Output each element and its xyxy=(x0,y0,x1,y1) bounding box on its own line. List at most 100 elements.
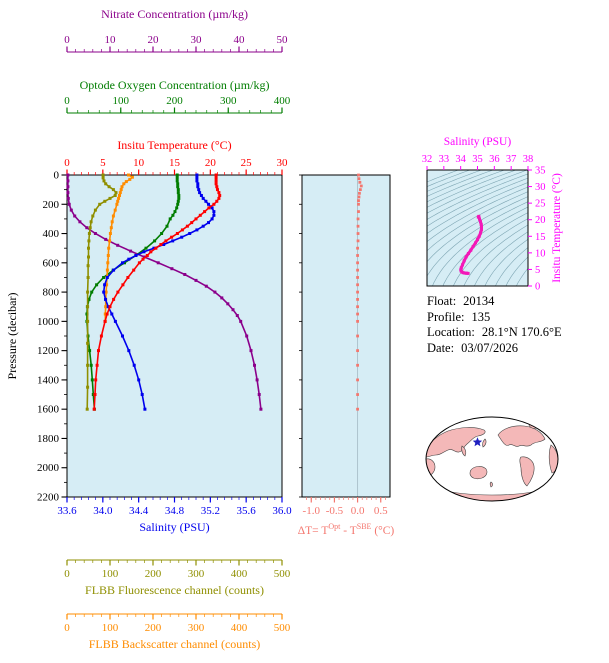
ts-salinity-tick-label: 36 xyxy=(489,154,500,165)
axis-nitrate-tick-label: 30 xyxy=(191,34,203,46)
ts-temperature-tick-label: 20 xyxy=(535,215,546,226)
location-line: Location: 28.1°N 170.6°E xyxy=(427,325,562,341)
delta-t-title-sup-sbe: SBE xyxy=(356,522,372,531)
axis-oxygen-tick-label: 400 xyxy=(274,95,291,107)
axis-backscatter: 0 100 200 300 400 500 FLBB Backscatter channel… xyxy=(64,613,291,651)
float-info-block: Float: 20134 Profile: 135 Location: 28.1°N … xyxy=(427,294,562,356)
ts-temperature-axis-title: Insitu Temperature (°C) xyxy=(551,173,563,283)
date-label: Date: xyxy=(427,340,455,355)
series-ts-curve xyxy=(459,214,483,275)
profile-series xyxy=(66,173,263,411)
axis-oxygen-tick-label: 0 xyxy=(64,95,70,107)
date-value: 03/07/2026 xyxy=(461,340,519,355)
pressure-tick-label: 1400 xyxy=(37,374,60,386)
profile-number-line: Profile: 135 xyxy=(427,310,562,326)
axis-temperature-tick-label: 25 xyxy=(241,157,253,169)
axis-fluorescence-tick-label: 300 xyxy=(188,568,205,580)
pressure-tick-label: 800 xyxy=(43,287,60,299)
pressure-tick-label: 1200 xyxy=(37,345,60,357)
ts-temperature-tick-label: 30 xyxy=(535,182,546,193)
delta-t-title-mid: - T xyxy=(340,524,357,537)
pressure-tick-label: 200 xyxy=(43,199,60,211)
ts-salinity-axis: 32 33 34 35 36 37 38 Salinity (PSU) xyxy=(422,136,534,170)
axis-fluorescence-tick-label: 400 xyxy=(231,568,248,580)
axis-fluorescence-tick-label: 200 xyxy=(145,568,162,580)
axis-fluorescence-tick-label: 0 xyxy=(64,568,70,580)
pressure-tick-label: 2000 xyxy=(37,462,60,474)
axis-backscatter-tick-label: 400 xyxy=(231,622,248,634)
axis-salinity-title: Salinity (PSU) xyxy=(139,520,209,534)
axis-backscatter-tick-label: 300 xyxy=(188,622,205,634)
world-map xyxy=(425,416,559,502)
delta-t-tick-label: 0.0 xyxy=(351,505,365,517)
ts-diagram-panel: 32 33 34 35 36 37 38 Salinity (PSU) 0 5 10 15 20 25 30… xyxy=(422,136,563,293)
axis-salinity: 33.6 34.0 34.4 34.8 35.2 35.6 36.0 Salinity (PS… xyxy=(57,497,292,534)
map-outline xyxy=(425,416,559,502)
axis-nitrate-tick-label: 50 xyxy=(277,34,289,46)
delta-t-x-axis: -1.0 -0.5 0.0 0.5 xyxy=(303,497,388,517)
axis-oxygen-tick-label: 100 xyxy=(113,95,130,107)
axis-fluorescence-title: FLBB Fluorescence channel (counts) xyxy=(85,583,264,597)
main-profile-panel: 0200400600800100012001400160018002000220… xyxy=(5,7,292,651)
delta-t-title-sup-opt: Opt xyxy=(328,522,341,531)
delta-t-tick-label: -0.5 xyxy=(326,505,344,517)
series-fluorescence xyxy=(86,175,117,410)
series-delta-t xyxy=(356,173,363,411)
map-ocean xyxy=(426,417,558,501)
pressure-tick-label: 1000 xyxy=(37,316,60,328)
main-plot-background xyxy=(67,175,282,497)
location-value: 28.1°N 170.6°E xyxy=(481,325,562,339)
profile-number-label: Profile: xyxy=(427,309,465,324)
ts-temperature-axis: 0 5 10 15 20 25 30 35 Insitu Temperature (°C) xyxy=(528,166,563,293)
pressure-tick-label: 400 xyxy=(43,228,60,240)
axis-fluorescence: 0 100 200 300 400 500 FLBB Fluorescence channe… xyxy=(64,559,291,597)
ts-salinity-tick-label: 38 xyxy=(523,154,534,165)
axis-salinity-tick-label: 35.2 xyxy=(201,505,220,517)
delta-t-frame xyxy=(301,174,391,498)
delta-t-title-post: (°C) xyxy=(371,524,395,537)
axis-temperature-tick-label: 10 xyxy=(133,157,145,169)
ts-temperature-tick-label: 25 xyxy=(535,199,546,210)
ts-salinity-tick-label: 34 xyxy=(455,154,466,165)
ts-salinity-tick-label: 32 xyxy=(422,154,433,165)
float-id-line: Float: 20134 xyxy=(427,294,562,310)
location-label: Location: xyxy=(427,325,475,339)
axis-temperature-tick-label: 5 xyxy=(100,157,106,169)
delta-t-background xyxy=(302,175,390,497)
axis-salinity-tick-label: 35.6 xyxy=(237,505,257,517)
delta-t-title-pre: ΔT= T xyxy=(297,524,329,537)
axis-fluorescence-tick-label: 100 xyxy=(102,568,119,580)
delta-t-axis-title: ΔT= TOpt - TSBE (°C) xyxy=(266,520,426,538)
pressure-tick-label: 600 xyxy=(43,257,60,269)
isopycnal-contours xyxy=(427,170,528,286)
ts-temperature-tick-label: 5 xyxy=(535,265,540,276)
pressure-axis-title: Pressure (decibar) xyxy=(5,293,19,380)
axis-nitrate-title: Nitrate Concentration (µm/kg) xyxy=(101,7,248,21)
ts-background xyxy=(427,170,528,286)
axis-backscatter-title: FLBB Backscatter channel (counts) xyxy=(89,637,261,651)
axis-salinity-tick-label: 34.0 xyxy=(93,505,113,517)
axis-backscatter-tick-label: 100 xyxy=(102,622,119,634)
axis-temperature-tick-label: 0 xyxy=(64,157,70,169)
axis-temperature-tick-label: 20 xyxy=(205,157,217,169)
delta-t-panel: -1.0 -0.5 0.0 0.5 xyxy=(299,173,391,517)
ts-temperature-tick-label: 15 xyxy=(535,232,546,243)
axis-temperature-tick-label: 15 xyxy=(169,157,181,169)
pressure-tick-label: 1600 xyxy=(37,404,60,416)
pressure-tick-label: 1800 xyxy=(37,433,60,445)
ts-temperature-tick-label: 10 xyxy=(535,248,546,259)
axis-nitrate-tick-label: 20 xyxy=(148,34,160,46)
date-line: Date: 03/07/2026 xyxy=(427,341,562,357)
axis-oxygen: 0 100 200 300 400 Optode Oxygen Concentration… xyxy=(64,78,291,114)
axis-salinity-tick-label: 34.8 xyxy=(165,505,185,517)
float-id-value: 20134 xyxy=(463,294,495,308)
axis-temperature-tick-label: 30 xyxy=(277,157,289,169)
axis-oxygen-tick-label: 200 xyxy=(166,95,183,107)
axis-oxygen-tick-label: 300 xyxy=(220,95,237,107)
axis-backscatter-tick-label: 500 xyxy=(274,622,291,634)
ts-salinity-tick-label: 35 xyxy=(472,154,483,165)
pressure-tick-label: 2200 xyxy=(37,492,60,504)
profile-number-value: 135 xyxy=(471,309,491,324)
